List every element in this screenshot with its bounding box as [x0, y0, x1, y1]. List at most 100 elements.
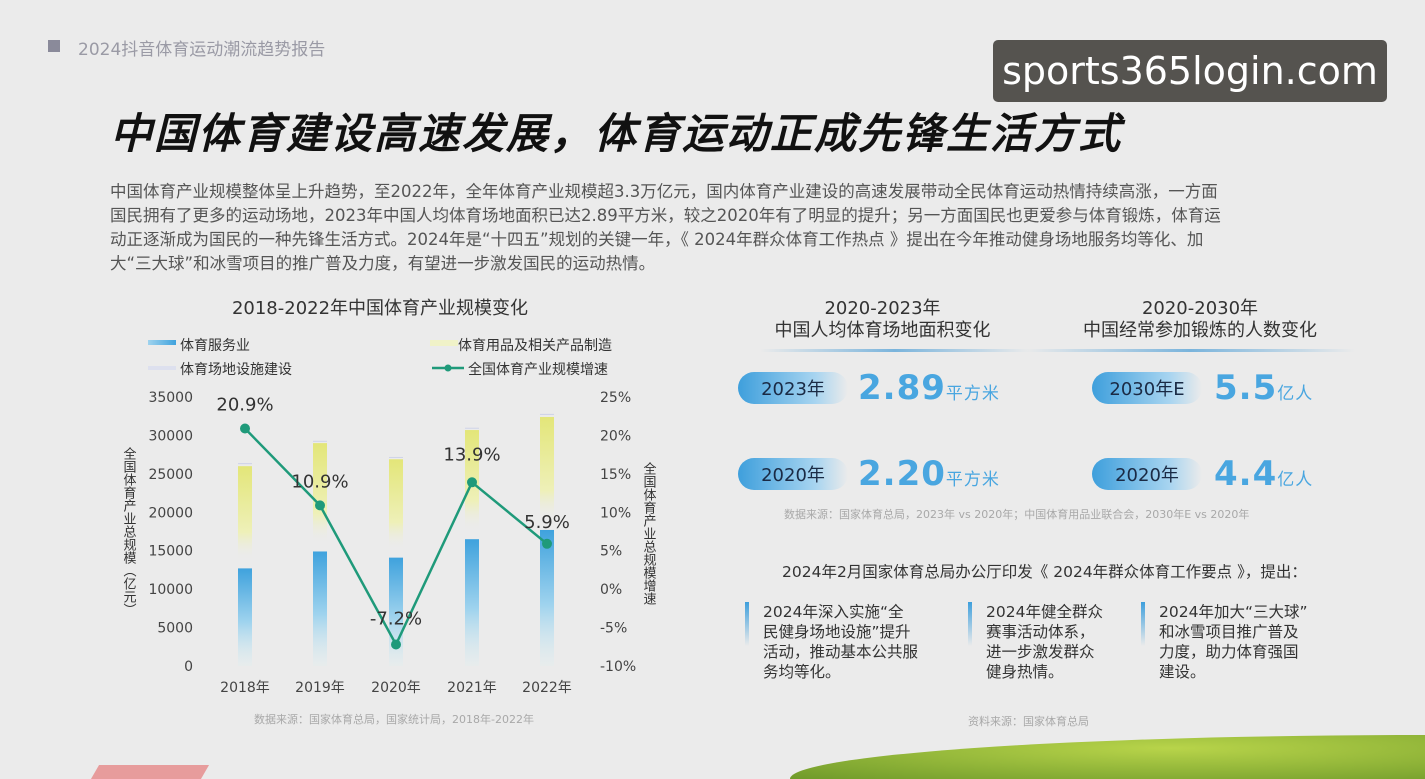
legend-label-growth: 全国体育产业规模增速: [468, 361, 608, 378]
intro-paragraph: 中国体育产业规模整体呈上升趋势，至2022年，全年体育产业规模超3.3万亿元，国…: [110, 180, 1340, 276]
legend-swatch-goods: [430, 340, 458, 346]
legend-label-goods: 体育用品及相关产品制造: [458, 338, 612, 354]
growth-point: [240, 423, 250, 434]
y2-tick-label: -10%: [600, 659, 636, 675]
value: 4.4: [1214, 454, 1278, 494]
growth-data-label: 10.9%: [291, 471, 348, 492]
bar-service: [313, 551, 327, 666]
line: 2024年健全群众: [986, 603, 1103, 621]
exercise-stats-title-line2: 中国经常参加锻炼的人数变化: [1083, 320, 1317, 341]
chart-title: 2018-2022年中国体育产业规模变化: [232, 298, 528, 319]
bar-goods: [540, 416, 554, 522]
intro-line: 大“三大球”和冰雪项目的推广普及力度，有望进一步激发国民的运动热情。: [110, 254, 656, 273]
exercise-year-pill: 2020年: [1092, 458, 1202, 490]
growth-data-label: 20.9%: [216, 395, 273, 416]
bar-service: [540, 529, 554, 666]
grass-decoration: [790, 735, 1425, 779]
line: 活动，推动基本公共服: [763, 643, 919, 661]
y2-tick-label: 5%: [600, 544, 622, 560]
y-tick-label: 5000: [157, 621, 193, 637]
bar-goods: [389, 459, 403, 550]
policy-point: 2024年加大“三大球” 和冰雪项目推广普及 力度，助力体育强国 建设。: [1141, 602, 1308, 682]
unit: 亿人: [1277, 470, 1314, 490]
area-value-2020: 2.20平方米: [858, 454, 1000, 494]
header-square-icon: [48, 40, 60, 52]
report-name: 2024抖音体育运动潮流趋势报告: [78, 40, 326, 60]
x-tick-label: 2020年: [371, 680, 421, 696]
legend: 体育服务业 体育场地设施建设 体育用品及相关产品制造 全国体育产业规模增速: [148, 338, 612, 378]
bar-facilities: [313, 440, 327, 442]
bar-facilities: [389, 456, 403, 458]
stripe-decoration: [90, 765, 210, 779]
y-tick-label: 0: [184, 659, 193, 675]
policy-heading: 2024年2月国家体育总局办公厅印发《 2024年群众体育工作要点 》，提出：: [782, 563, 1307, 581]
y-tick-label: 15000: [148, 544, 193, 560]
y-tick-label: 30000: [148, 428, 193, 444]
line: 民健身场地设施”提升: [763, 623, 911, 641]
line: 进一步激发群众: [986, 643, 1095, 661]
legend-label-service: 体育服务业: [180, 338, 250, 354]
growth-point: [391, 639, 401, 650]
exercise-value-2030: 5.5亿人: [1214, 368, 1313, 408]
growth-point: [542, 538, 552, 549]
exercise-stats-title-line1: 2020-2030年: [1141, 298, 1259, 319]
legend-marker-growth: [444, 364, 452, 372]
area-stats-title-line1: 2020-2023年: [824, 298, 941, 319]
chart-source: 数据来源：国家体育总局，国家统计局，2018年-2022年: [254, 712, 534, 726]
intro-line: 中国体育产业规模整体呈上升趋势，至2022年，全年体育产业规模超3.3万亿元，国…: [110, 182, 1218, 201]
area-year-pill: 2020年: [738, 458, 848, 490]
policy-point: 2024年深入实施“全 民健身场地设施”提升 活动，推动基本公共服 务均等化。: [745, 602, 918, 682]
y2-tick-label: 10%: [600, 505, 631, 521]
area-year-pill: 2023年: [738, 372, 848, 404]
line: 务均等化。: [763, 663, 841, 681]
line: 健身热情。: [986, 663, 1064, 681]
divider: [760, 349, 1030, 352]
value: 2.89: [858, 368, 946, 408]
line: 力度，助力体育强国: [1159, 643, 1299, 661]
exercise-stats-title: 2020-2030年 中国经常参加锻炼的人数变化: [1055, 298, 1345, 342]
growth-point: [467, 477, 477, 488]
intro-line: 动正逐渐成为国民的一种先锋生活方式。2024年是“十四五”规划的关键一年，《 2…: [110, 230, 1204, 249]
unit: 亿人: [1277, 384, 1314, 404]
value: 5.5: [1214, 368, 1278, 408]
y2-tick-label: 0%: [600, 582, 622, 598]
page-title: 中国体育建设高速发展，体育运动正成先锋生活方式: [110, 109, 1123, 158]
exercise-value-2020: 4.4亿人: [1214, 454, 1313, 494]
area-stats-title-line2: 中国人均体育场地面积变化: [774, 320, 991, 341]
line: 和冰雪项目推广普及: [1159, 623, 1299, 641]
y2-axis-label: 全国体育产业总规模增速: [641, 461, 657, 605]
line: 赛事活动体系，: [986, 623, 1095, 641]
unit: 平方米: [945, 470, 1000, 490]
growth-data-label: 5.9%: [524, 512, 570, 533]
growth-data-label: 13.9%: [443, 444, 500, 465]
y-tick-label: 10000: [148, 582, 193, 598]
growth-data-label: -7.2%: [370, 608, 422, 629]
y-axis-label: 全国体育产业总规模（亿元）: [121, 446, 137, 616]
legend-swatch-facilities: [148, 366, 176, 370]
bar-service: [238, 568, 252, 666]
y-tick-label: 20000: [148, 505, 193, 521]
line: 建设。: [1159, 663, 1206, 681]
y2-tick-label: 20%: [600, 428, 631, 444]
bar-goods: [313, 443, 327, 544]
y-tick-label: 35000: [148, 390, 193, 406]
exercise-year-pill: 2030年E: [1092, 372, 1202, 404]
intro-line: 国民拥有了更多的运动场地，2023年中国人均体育场地面积已达2.89平方米，较之…: [110, 206, 1221, 225]
bar-service: [465, 539, 479, 666]
x-tick-label: 2018年: [220, 680, 270, 696]
line: 2024年深入实施“全: [763, 603, 904, 621]
area-stats-title: 2020-2023年 中国人均体育场地面积变化: [740, 298, 1025, 342]
y2-tick-label: 25%: [600, 390, 631, 406]
bar-goods: [238, 466, 252, 561]
divider: [1025, 349, 1355, 352]
bar-facilities: [465, 427, 479, 429]
unit: 平方米: [945, 384, 1000, 404]
growth-point: [315, 500, 325, 511]
x-tick-label: 2022年: [522, 680, 572, 696]
bar-facilities: [238, 463, 252, 465]
legend-label-facilities: 体育场地设施建设: [180, 362, 292, 378]
y2-tick-label: 15%: [600, 467, 631, 483]
x-tick-label: 2021年: [447, 680, 497, 696]
policy-point: 2024年健全群众 赛事活动体系， 进一步激发群众 健身热情。: [968, 602, 1103, 682]
watermark: sports365login.com: [993, 40, 1387, 102]
